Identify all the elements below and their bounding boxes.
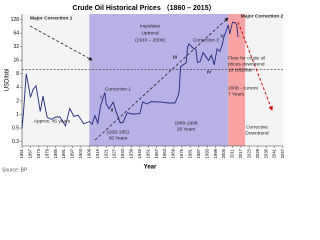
annotation: Correction 1 bbox=[105, 86, 131, 92]
x-tick-label: 1993 bbox=[204, 148, 209, 158]
x-tick-label: 1885 bbox=[53, 148, 58, 158]
trend-arrow bbox=[237, 21, 273, 111]
y-tick-label: 4 bbox=[16, 85, 19, 91]
annotation: III bbox=[173, 54, 178, 60]
y-tick-label: 128 bbox=[11, 17, 20, 23]
annotation: prices downtrend bbox=[228, 61, 265, 67]
annotation: Major Correction 2 bbox=[241, 13, 284, 19]
x-tick-label: 2035 bbox=[263, 148, 268, 158]
x-tick-label: 2047 bbox=[280, 148, 285, 158]
annotation: Downtrend bbox=[245, 130, 269, 136]
annotations: Major Correction 1 ImpulsiveUptrend(1910 … bbox=[30, 13, 284, 141]
x-tick-label: 1867 bbox=[28, 148, 33, 158]
annotation: II bbox=[111, 107, 114, 113]
x-tick-label: 1915 bbox=[95, 148, 100, 158]
annotation: Uptrend bbox=[141, 30, 158, 36]
x-tick-label: 1945 bbox=[137, 148, 142, 158]
y-tick-label: 32 bbox=[13, 44, 19, 50]
x-tick-label: 1963 bbox=[162, 148, 167, 158]
annotation: 7 Years bbox=[228, 91, 245, 97]
x-tick-label: 2005 bbox=[221, 148, 226, 158]
x-tick-label: 1999 bbox=[213, 148, 218, 158]
price-line bbox=[21, 21, 239, 129]
x-tick-label: 2029 bbox=[255, 148, 260, 158]
shaded-region bbox=[228, 14, 246, 146]
x-tick-label: 1897 bbox=[70, 148, 75, 158]
trend-arrow bbox=[94, 17, 229, 141]
annotation: 2008 - current bbox=[228, 85, 259, 91]
x-tick-label: 2023 bbox=[246, 148, 251, 158]
annotation: 1980-1998 bbox=[175, 120, 198, 126]
x-tick-label: 1879 bbox=[44, 148, 49, 158]
x-tick-label: 2011 bbox=[230, 148, 235, 158]
plot bbox=[21, 21, 283, 129]
annotation: 30 Years bbox=[109, 135, 128, 141]
annotation: Corrective bbox=[246, 124, 268, 130]
y-tick-label: 8 bbox=[16, 71, 19, 77]
annotation: V bbox=[220, 33, 224, 39]
shaded-region bbox=[89, 14, 229, 146]
x-tick-label: 1903 bbox=[78, 148, 83, 158]
y-tick-label: 2 bbox=[16, 98, 19, 104]
x-tick-label: 1975 bbox=[179, 148, 184, 158]
x-tick-label: 1927 bbox=[112, 148, 117, 158]
x-tick-label: 1969 bbox=[171, 148, 176, 158]
x-tick-label: 1891 bbox=[61, 148, 66, 158]
annotation: 18 Years bbox=[177, 126, 196, 132]
annotation: 10 USD/bbl bbox=[228, 67, 253, 73]
y-tick-label: 0.3 bbox=[12, 139, 19, 145]
annotation: I bbox=[100, 94, 102, 100]
annotation: 1920-1951 bbox=[107, 129, 130, 135]
x-tick-label: 2041 bbox=[272, 148, 277, 158]
x-tick-label: 1957 bbox=[154, 148, 159, 158]
y-tick-label: 0.5 bbox=[12, 125, 19, 131]
annotation: Floor for crude oil bbox=[228, 55, 265, 61]
x-tick-label: 1921 bbox=[103, 148, 108, 158]
annotation: Approx. 45 years bbox=[34, 118, 71, 124]
y-tick-label: 16 bbox=[13, 58, 19, 64]
x-tick-label: 1939 bbox=[129, 148, 134, 158]
x-tick-label: 1987 bbox=[196, 148, 201, 158]
trend-arrow bbox=[29, 25, 93, 61]
y-tick-label: 1 bbox=[16, 112, 19, 118]
x-tick-label: 1873 bbox=[36, 148, 41, 158]
x-tick-label: 1861 bbox=[19, 148, 24, 158]
x-tick-label: 1909 bbox=[86, 148, 91, 158]
x-tick-label: 1951 bbox=[145, 148, 150, 158]
x-tick-label: 1981 bbox=[187, 148, 192, 158]
y-tick-label: 64 bbox=[13, 30, 19, 36]
x-tick-label: 1933 bbox=[120, 148, 125, 158]
annotation: Correction 2 bbox=[193, 37, 219, 43]
x-tick-label: 2017 bbox=[238, 148, 243, 158]
annotation: (1910 – 2008) bbox=[135, 37, 165, 43]
annotation: IV bbox=[207, 69, 212, 75]
x-axis-label: Year bbox=[144, 165, 157, 171]
annotation: Impulsive bbox=[140, 23, 161, 29]
annotation: Major Correction 1 bbox=[30, 15, 73, 21]
chart-title: Crude Oil Historical Prices （1860 – 2015… bbox=[72, 4, 215, 12]
y-axis-label: USD/bbl bbox=[5, 69, 11, 91]
source: Source: BP bbox=[2, 167, 28, 173]
